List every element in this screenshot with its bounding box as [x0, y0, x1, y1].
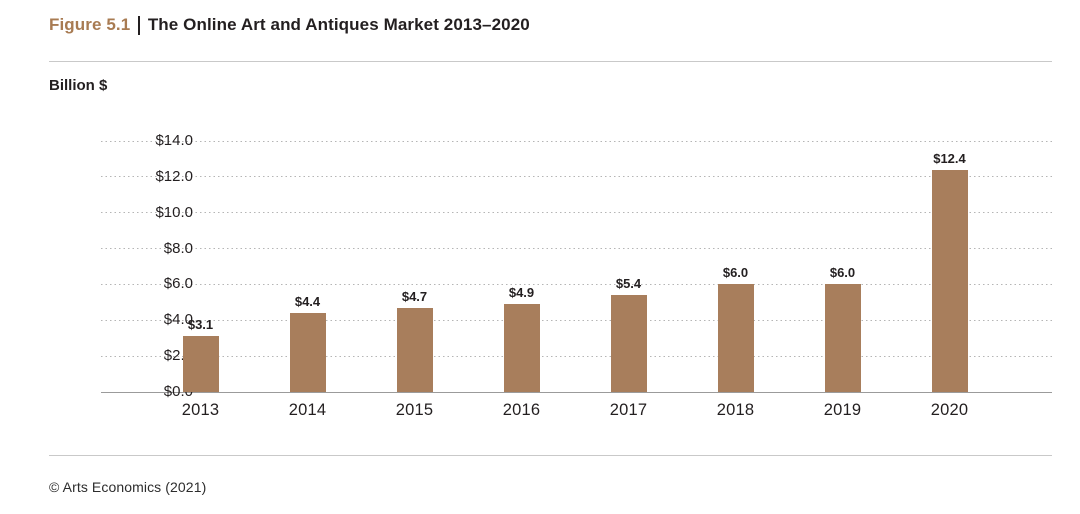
figure-number-label: Figure 5.1 — [49, 15, 131, 34]
top-divider-line — [49, 61, 1052, 62]
gridline-4 — [101, 319, 1052, 321]
bar-2017 — [610, 295, 647, 392]
bar-value-label-2015: $4.7 — [401, 288, 428, 304]
x-tick-label-2018: 2018 — [716, 401, 755, 419]
bar-2019 — [824, 284, 861, 392]
x-axis-baseline — [101, 391, 1052, 393]
y-tick-label-8: $8.0 — [163, 239, 193, 257]
bar-slot-2018: $6.0 — [682, 265, 789, 392]
bar-2015 — [396, 307, 433, 392]
bar-2013 — [182, 336, 219, 392]
bar-2016 — [503, 304, 540, 392]
bar-value-label-2013: $3.1 — [187, 317, 214, 333]
bar-slot-2013: $3.1 — [147, 317, 254, 392]
gridline-10 — [101, 212, 1052, 214]
y-tick-label-10: $10.0 — [155, 203, 193, 221]
x-tick-label-2015: 2015 — [395, 401, 434, 419]
bar-value-label-2020: $12.4 — [933, 150, 966, 166]
bar-slot-2019: $6.0 — [789, 265, 896, 392]
y-tick-label-14: $14.0 — [155, 132, 193, 149]
bottom-divider-line — [49, 455, 1052, 456]
bar-value-label-2014: $4.4 — [294, 294, 321, 310]
x-tick-label-2017: 2017 — [609, 401, 648, 419]
bar-value-label-2018: $6.0 — [722, 265, 749, 281]
x-tick-label-2019: 2019 — [823, 401, 862, 419]
chart-title: Figure 5.1 The Online Art and Antiques M… — [49, 15, 530, 35]
bar-value-label-2017: $5.4 — [615, 276, 642, 292]
gridline-6 — [101, 283, 1052, 285]
bar-2020 — [931, 169, 968, 392]
bar-2018 — [717, 284, 754, 392]
bar-value-label-2016: $4.9 — [508, 285, 535, 301]
y-tick-label-4: $4.0 — [163, 311, 193, 329]
x-tick-label-2020: 2020 — [930, 401, 969, 419]
x-tick-label-2014: 2014 — [288, 401, 327, 419]
bar-slot-2016: $4.9 — [468, 285, 575, 392]
bar-slot-2020: $12.4 — [896, 151, 1003, 392]
x-tick-label-2016: 2016 — [502, 401, 541, 419]
bar-value-label-2019: $6.0 — [829, 265, 856, 281]
gridline-8 — [101, 248, 1052, 250]
gridline-2 — [101, 355, 1052, 357]
x-axis-labels: 2013 2014 2015 2016 2017 2018 2019 2020 — [147, 401, 1003, 420]
bar-slot-2017: $5.4 — [575, 276, 682, 392]
bar-slot-2015: $4.7 — [361, 289, 468, 392]
source-attribution: © Arts Economics (2021) — [49, 479, 207, 495]
bar-slot-2014: $4.4 — [254, 294, 361, 392]
gridline-14 — [101, 140, 1052, 142]
title-separator — [138, 15, 140, 35]
y-tick-label-12: $12.0 — [155, 167, 193, 185]
chart-title-text: The Online Art and Antiques Market 2013–… — [147, 15, 530, 34]
gridline-12 — [101, 176, 1052, 178]
x-tick-label-2013: 2013 — [181, 401, 220, 419]
bars-container: $3.1 $4.4 $4.7 $4.9 $5.4 $6.0 $6.0 $12.4 — [147, 141, 1003, 392]
y-axis-title: Billion $ — [49, 77, 108, 94]
plot-area: $0.0 $2.0 $4.0 $6.0 $8.0 $10.0 $12.0 $14.0 — [101, 132, 1052, 400]
bar-2014 — [289, 313, 326, 392]
y-tick-label-6: $6.0 — [163, 275, 193, 293]
